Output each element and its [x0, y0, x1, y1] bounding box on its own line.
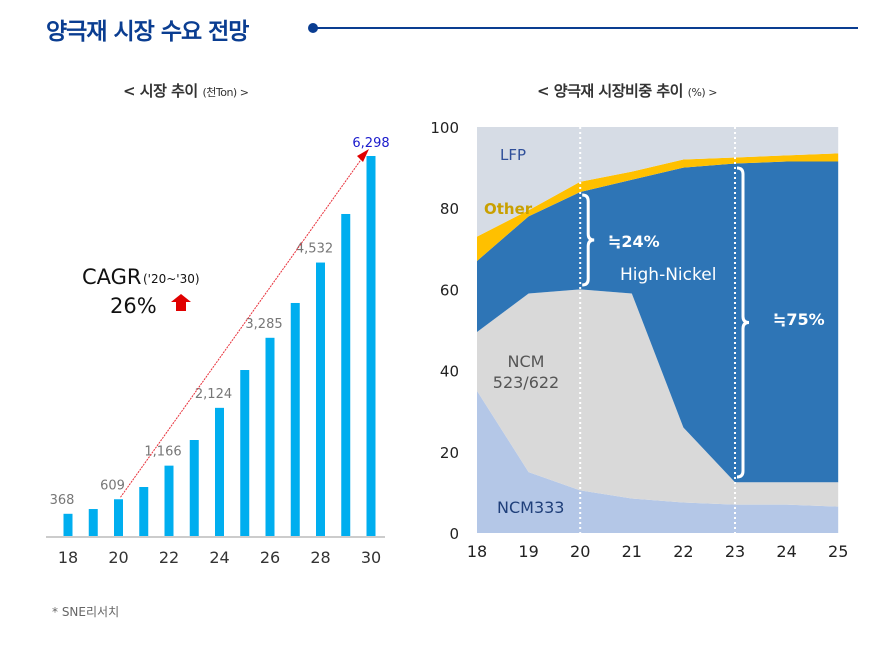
- annotation-2020: ≒24%: [608, 232, 660, 251]
- data-label-28: 4,532: [296, 242, 333, 257]
- up-arrow-icon: [171, 294, 191, 311]
- area-lfp: [477, 127, 839, 237]
- bar-26: [265, 337, 275, 536]
- label-high-nickel: High-Nickel: [620, 265, 716, 285]
- x-tick-23: 23: [725, 542, 745, 561]
- bar-23: [189, 440, 199, 536]
- cagr-label: CAGR: [82, 265, 142, 289]
- cagr-trend-line: [120, 153, 366, 498]
- left-chart-title: < 시장 추이 (천Ton) >: [123, 80, 249, 101]
- y-tick-0: 0: [449, 525, 459, 543]
- bar-21: [139, 487, 149, 536]
- left-chart-title-text: < 시장 추이: [123, 82, 198, 100]
- footnote: * SNE리서치: [52, 605, 120, 619]
- x-tick-20: 20: [570, 542, 590, 561]
- annotation-2023: ≒75%: [773, 310, 825, 329]
- bar-18: [63, 513, 73, 536]
- bar-25: [240, 370, 250, 536]
- x-tick-30: 30: [361, 548, 381, 567]
- left-chart-unit: (천Ton) >: [202, 86, 249, 99]
- y-tick-20: 20: [440, 444, 459, 462]
- label-ncm-line1: NCM: [508, 352, 545, 371]
- bar-24: [215, 407, 224, 536]
- right-chart-unit: (%) >: [687, 86, 718, 99]
- cagr-value: 26%: [110, 294, 157, 318]
- x-tick-24: 24: [209, 548, 229, 567]
- brace-2023-icon: [736, 166, 750, 479]
- bar-20: [114, 499, 123, 536]
- label-other: Other: [484, 200, 533, 218]
- bar-30: [366, 156, 376, 536]
- x-tick-21: 21: [622, 542, 642, 561]
- y-tick-60: 60: [440, 281, 459, 299]
- label-ncm523-622: NCM 523/622: [493, 352, 559, 392]
- bar-19: [88, 509, 98, 536]
- x-tick-26: 26: [260, 548, 280, 567]
- data-label-22: 1,166: [144, 445, 181, 460]
- right-chart-title: < 양극재 시장비중 추이 (%) >: [537, 80, 717, 101]
- brace-2020-icon: [582, 193, 595, 287]
- area-high-nickel: [477, 161, 839, 483]
- x-tick-19: 19: [518, 542, 538, 561]
- x-tick-24: 24: [776, 542, 796, 561]
- data-label-26: 3,285: [245, 317, 282, 332]
- y-tick-100: 100: [430, 119, 459, 137]
- bar-22: [164, 465, 174, 536]
- y-tick-40: 40: [440, 363, 459, 381]
- trend-arrowhead-icon: [357, 149, 369, 162]
- label-ncm333: NCM333: [497, 498, 564, 517]
- x-tick-25: 25: [828, 542, 848, 561]
- area-ncm333: [477, 390, 839, 533]
- x-tick-18: 18: [58, 548, 78, 567]
- label-lfp: LFP: [500, 146, 526, 164]
- x-tick-22: 22: [673, 542, 693, 561]
- right-chart-title-text: < 양극재 시장비중 추이: [537, 82, 683, 100]
- x-tick-20: 20: [108, 548, 128, 567]
- bar-28: [316, 262, 325, 536]
- bar-29: [341, 213, 351, 536]
- area-ncm-523-622: [477, 289, 839, 507]
- data-label-18: 368: [50, 493, 75, 508]
- data-label-20: 609: [100, 478, 125, 493]
- cagr-period: ('20~'30): [143, 272, 200, 286]
- data-label-24: 2,124: [195, 387, 232, 402]
- page-title: 양극재 시장 수요 전망: [46, 19, 249, 45]
- x-tick-18: 18: [467, 542, 487, 561]
- data-label-30: 6,298: [352, 136, 389, 151]
- y-tick-80: 80: [440, 200, 459, 218]
- x-tick-28: 28: [310, 548, 330, 567]
- bar-27: [290, 302, 300, 536]
- x-tick-22: 22: [159, 548, 179, 567]
- label-ncm-line2: 523/622: [493, 373, 559, 392]
